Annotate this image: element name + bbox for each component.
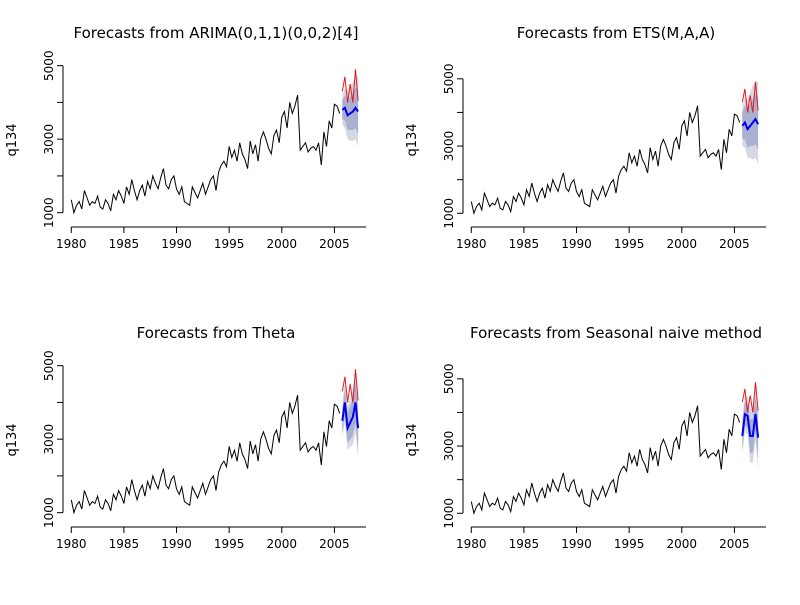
- forecast-series-line: [341, 402, 360, 432]
- chart-title: Forecasts from ETS(M,A,A): [517, 24, 716, 42]
- y-tick-label: 5000: [42, 50, 56, 81]
- x-tick-label: 1985: [509, 237, 540, 251]
- x-tick-label: 1980: [456, 537, 487, 551]
- y-tick-label: 3000: [442, 131, 456, 162]
- x-tick-label: 2005: [319, 237, 350, 251]
- chart-title: Forecasts from Theta: [137, 324, 296, 342]
- y-tick-label: 1000: [442, 498, 456, 529]
- x-tick-label: 2000: [267, 537, 298, 551]
- chart-title: Forecasts from ARIMA(0,1,1)(0,0,2)[4]: [73, 24, 358, 42]
- x-tick-label: 1985: [109, 237, 140, 251]
- x-tick-label: 1995: [214, 237, 245, 251]
- x-tick-label: 2000: [267, 237, 298, 251]
- x-tick-label: 1980: [56, 237, 87, 251]
- x-tick-label: 2005: [719, 537, 750, 551]
- x-tick-label: 2005: [319, 537, 350, 551]
- y-tick-label: 3000: [42, 124, 56, 155]
- x-tick-label: 1980: [456, 237, 487, 251]
- history-series-line: [70, 394, 341, 515]
- y-tick-label: 5000: [442, 364, 456, 395]
- history-series-line: [470, 105, 741, 216]
- y-axis-label: q134: [5, 123, 20, 156]
- y-axis-label: q134: [405, 123, 420, 156]
- history-series-line: [70, 94, 341, 215]
- x-tick-label: 2000: [667, 237, 698, 251]
- y-tick-label: 1000: [442, 198, 456, 229]
- panel-seasonal-naive: Forecasts from Seasonal naive method q13…: [405, 324, 766, 551]
- actual-series-line: [741, 82, 759, 113]
- x-tick-label: 2005: [719, 237, 750, 251]
- prediction-band-80: [742, 397, 759, 458]
- actual-series-line: [341, 69, 359, 103]
- y-axis-label: q134: [5, 423, 20, 456]
- x-tick-label: 1995: [614, 537, 645, 551]
- x-tick-label: 2000: [667, 537, 698, 551]
- x-tick-label: 1990: [561, 237, 592, 251]
- y-tick-label: 5000: [42, 350, 56, 381]
- chart-title: Forecasts from Seasonal naive method: [470, 324, 762, 342]
- prediction-band-80: [742, 93, 759, 150]
- x-tick-label: 1990: [161, 237, 192, 251]
- y-tick-label: 3000: [442, 431, 456, 462]
- y-tick-label: 1000: [42, 497, 56, 528]
- prediction-band-80: [342, 382, 359, 451]
- y-tick-label: 1000: [42, 197, 56, 228]
- actual-series-line: [341, 369, 359, 403]
- y-tick-label: 5000: [442, 64, 456, 95]
- forecast-series-line: [741, 117, 759, 132]
- y-tick-label: 3000: [42, 424, 56, 455]
- forecast-series-line: [341, 106, 359, 117]
- panel-theta: Forecasts from Theta q134 1980 1985 1990 19…: [5, 324, 366, 551]
- panel-ets: Forecasts from ETS(M,A,A) q134 1980 1985 1…: [405, 24, 766, 251]
- forecast-series-line: [741, 412, 760, 438]
- x-tick-label: 1990: [161, 537, 192, 551]
- x-tick-label: 1995: [614, 237, 645, 251]
- x-tick-label: 1990: [561, 537, 592, 551]
- actual-series-line: [741, 382, 759, 413]
- x-tick-label: 1985: [109, 537, 140, 551]
- history-series-line: [470, 405, 741, 516]
- panel-arima: Forecasts from ARIMA(0,1,1)(0,0,2)[4] q1…: [5, 24, 366, 251]
- x-tick-label: 1985: [509, 537, 540, 551]
- y-axis-label: q134: [405, 423, 420, 456]
- prediction-band-80: [342, 87, 359, 134]
- x-tick-label: 1995: [214, 537, 245, 551]
- x-tick-label: 1980: [56, 537, 87, 551]
